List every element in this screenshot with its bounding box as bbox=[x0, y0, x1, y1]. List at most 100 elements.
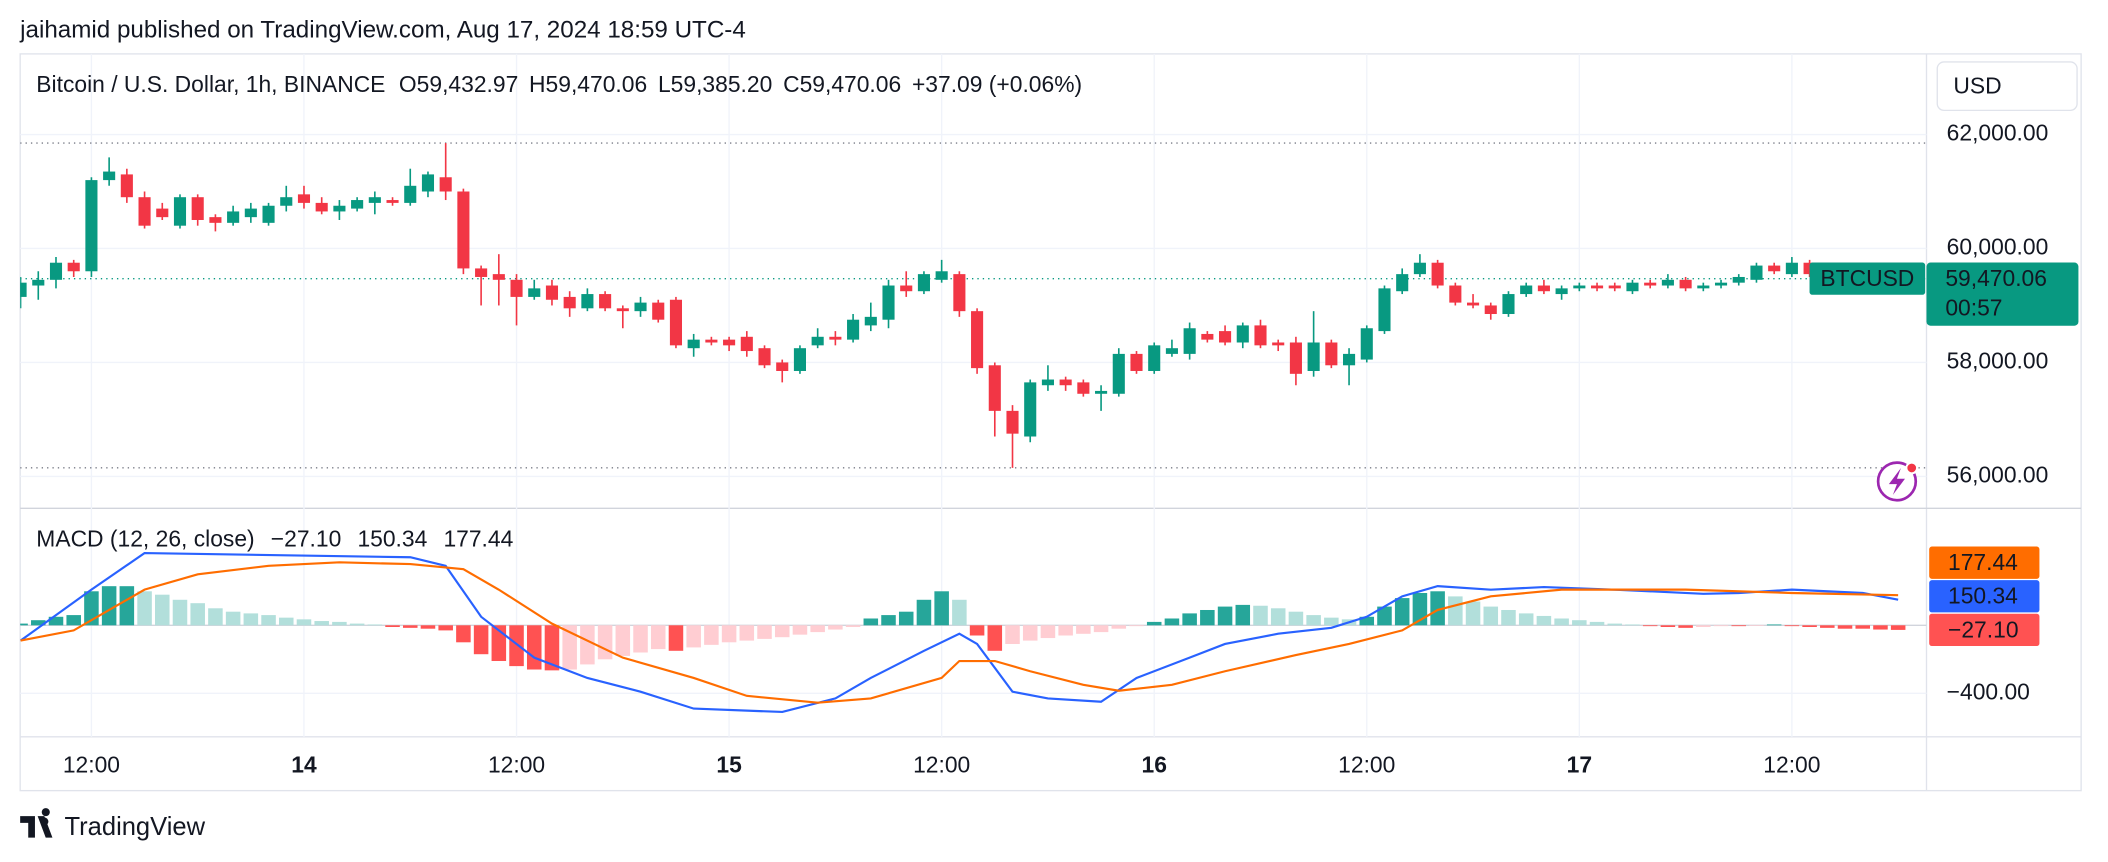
histogram-bar bbox=[509, 625, 524, 667]
histogram-bar bbox=[225, 611, 241, 626]
histogram-bar bbox=[987, 625, 1003, 651]
alert-icon[interactable] bbox=[1876, 461, 1919, 502]
candle-body bbox=[847, 319, 860, 340]
candle-body bbox=[1714, 282, 1728, 286]
candle-body bbox=[864, 316, 877, 326]
candle-body bbox=[776, 362, 789, 371]
x-tick-label: 12:00 bbox=[1763, 751, 1820, 777]
symbol-tag-bg bbox=[1809, 262, 1926, 295]
histogram-bar bbox=[1873, 625, 1888, 630]
histogram-bar bbox=[1660, 625, 1676, 627]
ohlc-value: 59,385.20 bbox=[671, 71, 773, 97]
candle-body bbox=[900, 285, 913, 292]
candle-body bbox=[545, 285, 559, 300]
candle-body bbox=[297, 194, 311, 203]
histogram-bar bbox=[1448, 596, 1463, 626]
histogram-bar bbox=[1430, 591, 1445, 626]
candle-body bbox=[120, 174, 133, 198]
candle-body bbox=[705, 339, 718, 343]
histogram-bar bbox=[473, 625, 489, 655]
histogram-bar bbox=[1465, 601, 1481, 626]
candle-body bbox=[1219, 331, 1232, 343]
histogram-bar bbox=[1129, 625, 1144, 627]
histogram-bar bbox=[1235, 604, 1251, 626]
candle-body bbox=[191, 197, 204, 220]
histogram-bar bbox=[792, 625, 808, 635]
histogram-bar bbox=[881, 615, 896, 626]
ohlc-value: 59,432.97 bbox=[417, 71, 519, 97]
histogram-bar bbox=[1501, 609, 1516, 626]
histogram-bar bbox=[1837, 625, 1853, 629]
histogram-bar bbox=[296, 619, 312, 626]
indicator-title: MACD (12, 26, close) bbox=[36, 526, 254, 552]
histogram-bar bbox=[1076, 625, 1091, 634]
currency-button[interactable] bbox=[1936, 61, 2078, 112]
histogram-bar bbox=[1093, 625, 1109, 633]
candle-body bbox=[103, 171, 116, 181]
candle-body bbox=[971, 311, 984, 369]
candle-body bbox=[811, 336, 824, 346]
histogram-bar bbox=[668, 625, 684, 651]
histogram-legend-value: −27.10 bbox=[271, 526, 342, 552]
symbol-title: Bitcoin / U.S. Dollar, 1h, BINANCE bbox=[36, 71, 385, 97]
currency[interactable]: USD bbox=[1953, 73, 2001, 99]
histogram-bar bbox=[1217, 606, 1233, 626]
histogram-bar bbox=[721, 625, 737, 643]
histogram-bar bbox=[349, 623, 365, 626]
candle-body bbox=[1024, 382, 1037, 437]
candle-body bbox=[1750, 265, 1763, 280]
candle-body bbox=[1502, 294, 1515, 315]
candle-body bbox=[758, 348, 771, 366]
candle-body bbox=[315, 202, 328, 212]
candle-body bbox=[1661, 279, 1674, 286]
candle-body bbox=[1183, 328, 1196, 354]
histogram-bar bbox=[1589, 621, 1605, 626]
histogram-bar bbox=[261, 615, 276, 626]
ohlc-value: 59,470.06 bbox=[800, 71, 902, 97]
chart-frame bbox=[19, 53, 2082, 792]
histogram-bar bbox=[898, 611, 914, 626]
candle-body bbox=[1130, 353, 1143, 371]
candle-body bbox=[20, 282, 27, 297]
histogram-bar bbox=[1855, 625, 1871, 629]
candle-body bbox=[510, 279, 523, 297]
histogram-bar bbox=[1607, 623, 1623, 626]
histogram-bar bbox=[1306, 615, 1321, 626]
candle-body bbox=[49, 262, 63, 280]
candle-body bbox=[1555, 288, 1568, 295]
ohlc-key: H bbox=[529, 71, 546, 97]
candle-body bbox=[67, 262, 80, 272]
candle-body bbox=[280, 197, 293, 206]
signal-legend-value: 177.44 bbox=[443, 526, 513, 552]
y-tick-label: 56,000.00 bbox=[1947, 461, 2049, 487]
histogram-tag: −27.10 bbox=[1948, 616, 2019, 642]
ohlc-value: 59,470.06 bbox=[546, 71, 648, 97]
candle-body bbox=[723, 339, 736, 346]
histogram-bar bbox=[1890, 625, 1906, 630]
candle-body bbox=[1077, 382, 1090, 394]
candle-body bbox=[156, 208, 169, 218]
histogram-bar bbox=[1802, 625, 1817, 627]
candle-body bbox=[85, 180, 98, 272]
candle-body bbox=[1785, 262, 1798, 275]
histogram-bar bbox=[615, 625, 631, 656]
candle-body bbox=[953, 274, 966, 312]
candle-body bbox=[1289, 342, 1302, 374]
x-tick-label: 16 bbox=[1142, 751, 1167, 777]
histogram-bar bbox=[1146, 621, 1162, 626]
x-tick-label: 12:00 bbox=[913, 751, 970, 777]
candle-body bbox=[687, 339, 700, 349]
macd-line bbox=[20, 551, 1899, 714]
histogram-bar bbox=[1182, 613, 1197, 626]
candle-body bbox=[917, 274, 930, 292]
candle-body bbox=[457, 191, 470, 269]
histogram-bar bbox=[385, 625, 400, 627]
histogram-tag-bg bbox=[1929, 613, 2040, 647]
histogram-bar bbox=[48, 616, 64, 626]
macd-legend-value: 150.34 bbox=[357, 526, 427, 552]
signal-tag: 177.44 bbox=[1948, 549, 2018, 575]
histogram-bar bbox=[1678, 625, 1693, 628]
candle-body bbox=[793, 348, 806, 371]
histogram-bar bbox=[845, 625, 861, 627]
histogram-bar bbox=[1820, 625, 1835, 628]
